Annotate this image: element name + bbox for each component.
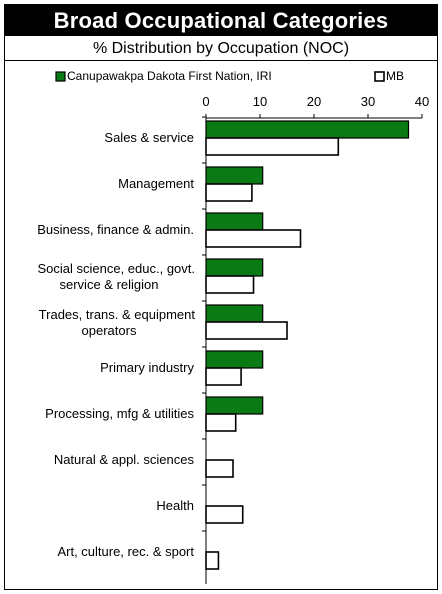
- category-label: Health: [156, 498, 194, 513]
- category-label: Processing, mfg & utilities: [45, 406, 194, 421]
- x-tick-label: 40: [415, 94, 429, 109]
- chart-subtitle: % Distribution by Occupation (NOC): [5, 36, 437, 61]
- bar-mb: [205, 137, 340, 156]
- chart-title: Broad Occupational Categories: [5, 5, 437, 36]
- bar-mb: [205, 321, 288, 340]
- legend-swatch-mb: [374, 71, 385, 82]
- bar-community: [205, 304, 264, 323]
- category-label: Sales & service: [104, 130, 194, 145]
- bar-mb: [205, 505, 244, 524]
- bar-community: [205, 258, 264, 277]
- bar-mb: [205, 551, 220, 570]
- category-label: Management: [118, 176, 194, 191]
- legend-swatch-community: [55, 71, 66, 82]
- bar-community: [205, 350, 264, 369]
- category-label: Business, finance & admin.: [37, 222, 194, 237]
- category-label: Trades, trans. & equipment: [39, 307, 196, 322]
- bar-mb: [205, 275, 255, 294]
- x-tick-label: 0: [202, 94, 209, 109]
- x-tick-label: 30: [361, 94, 375, 109]
- category-label: Art, culture, rec. & sport: [57, 544, 194, 559]
- bar-community: [205, 120, 410, 139]
- bar-community: [205, 396, 264, 415]
- bar-community: [205, 212, 264, 231]
- bar-mb: [205, 229, 302, 248]
- legend-label-mb: MB: [386, 69, 404, 83]
- category-label: Social science, educ., govt.: [37, 261, 195, 276]
- x-tick-label: 20: [307, 94, 321, 109]
- category-label-line2: service & religion: [60, 277, 159, 292]
- bar-mb: [205, 367, 242, 386]
- bar-community: [205, 166, 264, 185]
- category-label: Natural & appl. sciences: [54, 452, 195, 467]
- bar-mb: [205, 459, 234, 478]
- x-tick-label: 10: [253, 94, 267, 109]
- bar-mb: [205, 413, 237, 432]
- category-label: Primary industry: [100, 360, 194, 375]
- legend-label-community: Canupawakpa Dakota First Nation, IRI: [67, 69, 272, 83]
- chart-frame: Broad Occupational Categories % Distribu…: [4, 4, 438, 590]
- bar-mb: [205, 183, 253, 202]
- category-label-line2: operators: [82, 323, 137, 338]
